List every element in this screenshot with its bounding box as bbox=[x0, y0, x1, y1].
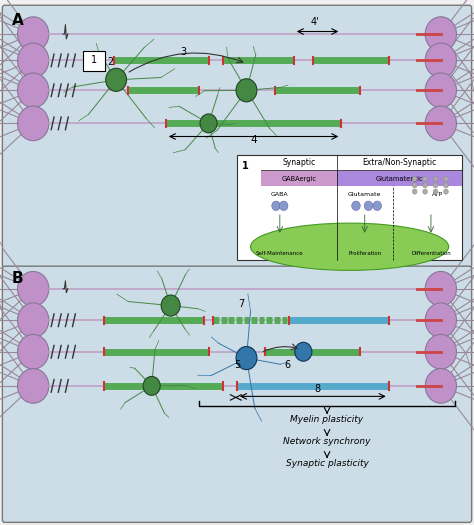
Circle shape bbox=[18, 271, 49, 306]
Circle shape bbox=[412, 176, 417, 182]
Circle shape bbox=[444, 183, 448, 188]
Circle shape bbox=[18, 73, 49, 108]
Circle shape bbox=[433, 176, 438, 182]
Text: 3: 3 bbox=[180, 47, 186, 57]
Circle shape bbox=[444, 176, 448, 182]
Bar bbox=[337, 171, 462, 186]
Circle shape bbox=[425, 43, 456, 78]
FancyBboxPatch shape bbox=[83, 51, 105, 71]
Circle shape bbox=[352, 201, 360, 211]
Text: Self-Maintenance: Self-Maintenance bbox=[256, 251, 304, 256]
Circle shape bbox=[425, 73, 456, 108]
Text: 5: 5 bbox=[235, 360, 241, 370]
Text: GABA: GABA bbox=[271, 192, 289, 197]
Text: A: A bbox=[12, 13, 24, 28]
Text: Extra/Non-Synaptic: Extra/Non-Synaptic bbox=[363, 158, 437, 167]
Circle shape bbox=[200, 114, 217, 133]
Circle shape bbox=[18, 43, 49, 78]
Circle shape bbox=[433, 189, 438, 194]
Circle shape bbox=[412, 189, 417, 194]
Circle shape bbox=[364, 201, 373, 211]
Ellipse shape bbox=[251, 223, 449, 270]
Circle shape bbox=[423, 176, 428, 182]
Text: 1: 1 bbox=[91, 55, 97, 66]
Circle shape bbox=[425, 303, 456, 338]
FancyBboxPatch shape bbox=[2, 266, 472, 522]
Text: Differentiation: Differentiation bbox=[411, 251, 451, 256]
Circle shape bbox=[18, 17, 49, 51]
Text: 6: 6 bbox=[284, 360, 291, 370]
Circle shape bbox=[18, 334, 49, 369]
Circle shape bbox=[106, 68, 127, 91]
Circle shape bbox=[423, 183, 428, 188]
Text: 8: 8 bbox=[315, 384, 320, 394]
Circle shape bbox=[425, 17, 456, 51]
Circle shape bbox=[425, 271, 456, 306]
Circle shape bbox=[412, 183, 417, 188]
Circle shape bbox=[425, 369, 456, 403]
Bar bbox=[261, 171, 337, 186]
Circle shape bbox=[444, 189, 448, 194]
Circle shape bbox=[425, 334, 456, 369]
Text: B: B bbox=[12, 271, 24, 286]
Circle shape bbox=[423, 189, 428, 194]
Circle shape bbox=[18, 106, 49, 141]
FancyBboxPatch shape bbox=[2, 5, 472, 268]
Text: 2: 2 bbox=[108, 57, 114, 67]
Text: Network synchrony: Network synchrony bbox=[283, 437, 371, 446]
Circle shape bbox=[161, 295, 180, 316]
Text: GABAergic: GABAergic bbox=[282, 175, 317, 182]
Circle shape bbox=[236, 346, 257, 370]
Text: Myelin plasticity: Myelin plasticity bbox=[291, 415, 364, 424]
Text: Glutamate: Glutamate bbox=[348, 192, 382, 197]
Circle shape bbox=[279, 201, 288, 211]
Circle shape bbox=[425, 106, 456, 141]
Text: Synaptic: Synaptic bbox=[283, 158, 316, 167]
Circle shape bbox=[18, 369, 49, 403]
Text: Synaptic plasticity: Synaptic plasticity bbox=[286, 459, 368, 468]
Circle shape bbox=[18, 303, 49, 338]
Text: ATP: ATP bbox=[431, 192, 443, 197]
Circle shape bbox=[236, 79, 257, 102]
Text: 4': 4' bbox=[311, 17, 319, 27]
Bar bbox=[237, 155, 462, 260]
Circle shape bbox=[143, 376, 160, 395]
Text: Proliferation: Proliferation bbox=[348, 251, 382, 256]
Text: 4: 4 bbox=[250, 135, 257, 145]
Text: 1: 1 bbox=[242, 161, 248, 171]
Text: 7: 7 bbox=[238, 299, 245, 309]
Text: Glutamatergic: Glutamatergic bbox=[376, 175, 423, 182]
Circle shape bbox=[373, 201, 382, 211]
Circle shape bbox=[433, 183, 438, 188]
Circle shape bbox=[295, 342, 312, 361]
Circle shape bbox=[272, 201, 280, 211]
